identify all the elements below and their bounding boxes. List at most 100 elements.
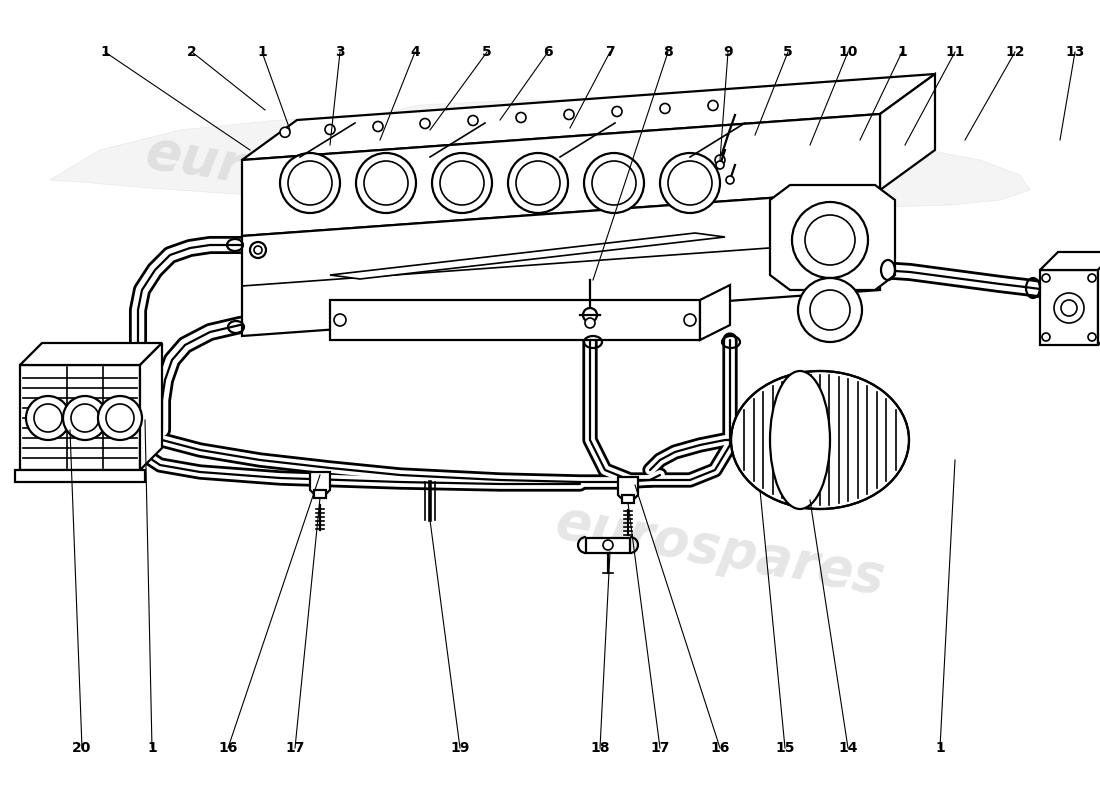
- Circle shape: [26, 396, 70, 440]
- Circle shape: [356, 153, 416, 213]
- Circle shape: [583, 308, 597, 322]
- Text: 2: 2: [187, 45, 197, 59]
- Polygon shape: [770, 185, 895, 290]
- Polygon shape: [20, 343, 162, 365]
- Polygon shape: [586, 538, 630, 553]
- Circle shape: [726, 176, 734, 184]
- Circle shape: [468, 115, 478, 126]
- Text: eurospares: eurospares: [551, 495, 889, 605]
- Text: 16: 16: [218, 741, 238, 755]
- Circle shape: [660, 103, 670, 114]
- Text: 11: 11: [945, 45, 965, 59]
- Circle shape: [373, 122, 383, 131]
- Circle shape: [585, 318, 595, 328]
- Circle shape: [592, 161, 636, 205]
- Text: 9: 9: [723, 45, 733, 59]
- Circle shape: [716, 161, 724, 169]
- Text: 3: 3: [336, 45, 344, 59]
- Polygon shape: [310, 472, 330, 495]
- Text: 17: 17: [285, 741, 305, 755]
- Text: 1: 1: [147, 741, 157, 755]
- Circle shape: [254, 246, 262, 254]
- Polygon shape: [1040, 252, 1100, 270]
- Circle shape: [810, 290, 850, 330]
- Text: 5: 5: [783, 45, 793, 59]
- Text: 8: 8: [663, 45, 673, 59]
- Circle shape: [440, 161, 484, 205]
- Polygon shape: [618, 477, 638, 500]
- Circle shape: [612, 106, 621, 117]
- Circle shape: [715, 155, 725, 165]
- Circle shape: [280, 153, 340, 213]
- Circle shape: [1062, 300, 1077, 316]
- Text: 15: 15: [776, 741, 794, 755]
- Text: 16: 16: [711, 741, 729, 755]
- Circle shape: [516, 161, 560, 205]
- Text: 7: 7: [605, 45, 615, 59]
- Circle shape: [1042, 274, 1050, 282]
- Text: 18: 18: [591, 741, 609, 755]
- Text: 12: 12: [1005, 45, 1025, 59]
- Circle shape: [280, 127, 290, 138]
- Circle shape: [98, 396, 142, 440]
- Text: 4: 4: [410, 45, 420, 59]
- Circle shape: [324, 125, 336, 134]
- Text: 19: 19: [450, 741, 470, 755]
- Text: 17: 17: [650, 741, 670, 755]
- Circle shape: [334, 314, 346, 326]
- Circle shape: [684, 314, 696, 326]
- Bar: [314, 490, 326, 498]
- Text: eurospares: eurospares: [141, 126, 478, 234]
- Text: 10: 10: [838, 45, 858, 59]
- Circle shape: [516, 113, 526, 122]
- Text: 6: 6: [543, 45, 553, 59]
- Circle shape: [106, 404, 134, 432]
- Circle shape: [364, 161, 408, 205]
- Circle shape: [250, 242, 266, 258]
- Circle shape: [798, 278, 862, 342]
- Circle shape: [708, 101, 718, 110]
- Circle shape: [1088, 274, 1096, 282]
- Polygon shape: [242, 74, 935, 160]
- Circle shape: [34, 404, 62, 432]
- Ellipse shape: [732, 371, 909, 509]
- Text: 1: 1: [100, 45, 110, 59]
- Polygon shape: [242, 114, 880, 236]
- Polygon shape: [1098, 252, 1100, 345]
- Circle shape: [584, 153, 644, 213]
- Polygon shape: [880, 74, 935, 190]
- Circle shape: [1088, 333, 1096, 341]
- Polygon shape: [15, 470, 145, 482]
- Circle shape: [288, 161, 332, 205]
- Circle shape: [660, 153, 720, 213]
- Circle shape: [432, 153, 492, 213]
- Polygon shape: [20, 365, 140, 470]
- Text: 5: 5: [482, 45, 492, 59]
- Text: 20: 20: [73, 741, 91, 755]
- Circle shape: [564, 110, 574, 119]
- Polygon shape: [242, 190, 880, 336]
- Circle shape: [668, 161, 712, 205]
- Polygon shape: [350, 100, 700, 137]
- Polygon shape: [140, 343, 162, 470]
- Polygon shape: [330, 300, 700, 340]
- Circle shape: [1042, 333, 1050, 341]
- Circle shape: [792, 202, 868, 278]
- Circle shape: [420, 118, 430, 129]
- Circle shape: [63, 396, 107, 440]
- Text: 1: 1: [898, 45, 906, 59]
- Text: 1: 1: [935, 741, 945, 755]
- Bar: [1040, 270, 1098, 345]
- Text: 14: 14: [838, 741, 858, 755]
- Circle shape: [508, 153, 568, 213]
- Polygon shape: [50, 112, 1030, 210]
- Polygon shape: [330, 233, 725, 279]
- Ellipse shape: [770, 371, 830, 509]
- Text: 1: 1: [257, 45, 267, 59]
- Bar: [621, 495, 634, 503]
- Circle shape: [805, 215, 855, 265]
- Circle shape: [603, 540, 613, 550]
- Polygon shape: [700, 285, 730, 340]
- Circle shape: [1054, 293, 1084, 323]
- Text: 13: 13: [1065, 45, 1085, 59]
